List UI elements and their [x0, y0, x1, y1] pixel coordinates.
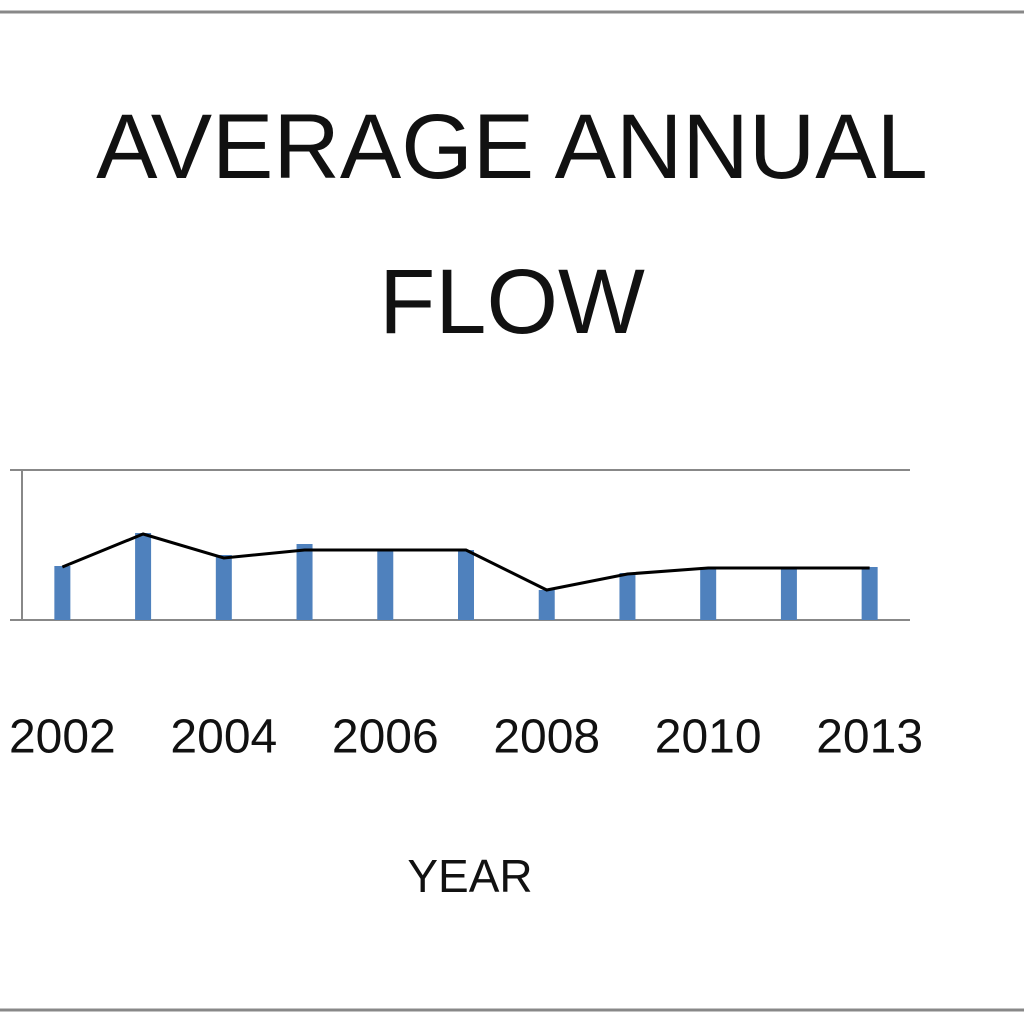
bar	[619, 573, 636, 620]
bar	[135, 533, 152, 620]
x-tick-label: 2010	[655, 711, 762, 764]
x-tick-label: 2006	[332, 711, 439, 764]
line	[61, 532, 870, 592]
bar	[538, 590, 555, 620]
x-axis-label: YEAR	[407, 850, 532, 902]
bar	[377, 550, 394, 620]
bar	[861, 567, 878, 620]
bar	[700, 567, 717, 620]
bar	[54, 566, 71, 620]
x-tick-label: 2013	[816, 711, 923, 764]
x-tick-label: 2002	[9, 711, 116, 764]
x-tick-label: 2008	[493, 711, 600, 764]
chart-title: AVERAGE ANNUAL FLOW	[96, 96, 928, 353]
bar	[458, 550, 474, 620]
bar	[296, 544, 313, 620]
x-tick-label: 2004	[170, 711, 277, 764]
bar	[215, 555, 232, 620]
bar	[780, 567, 797, 620]
